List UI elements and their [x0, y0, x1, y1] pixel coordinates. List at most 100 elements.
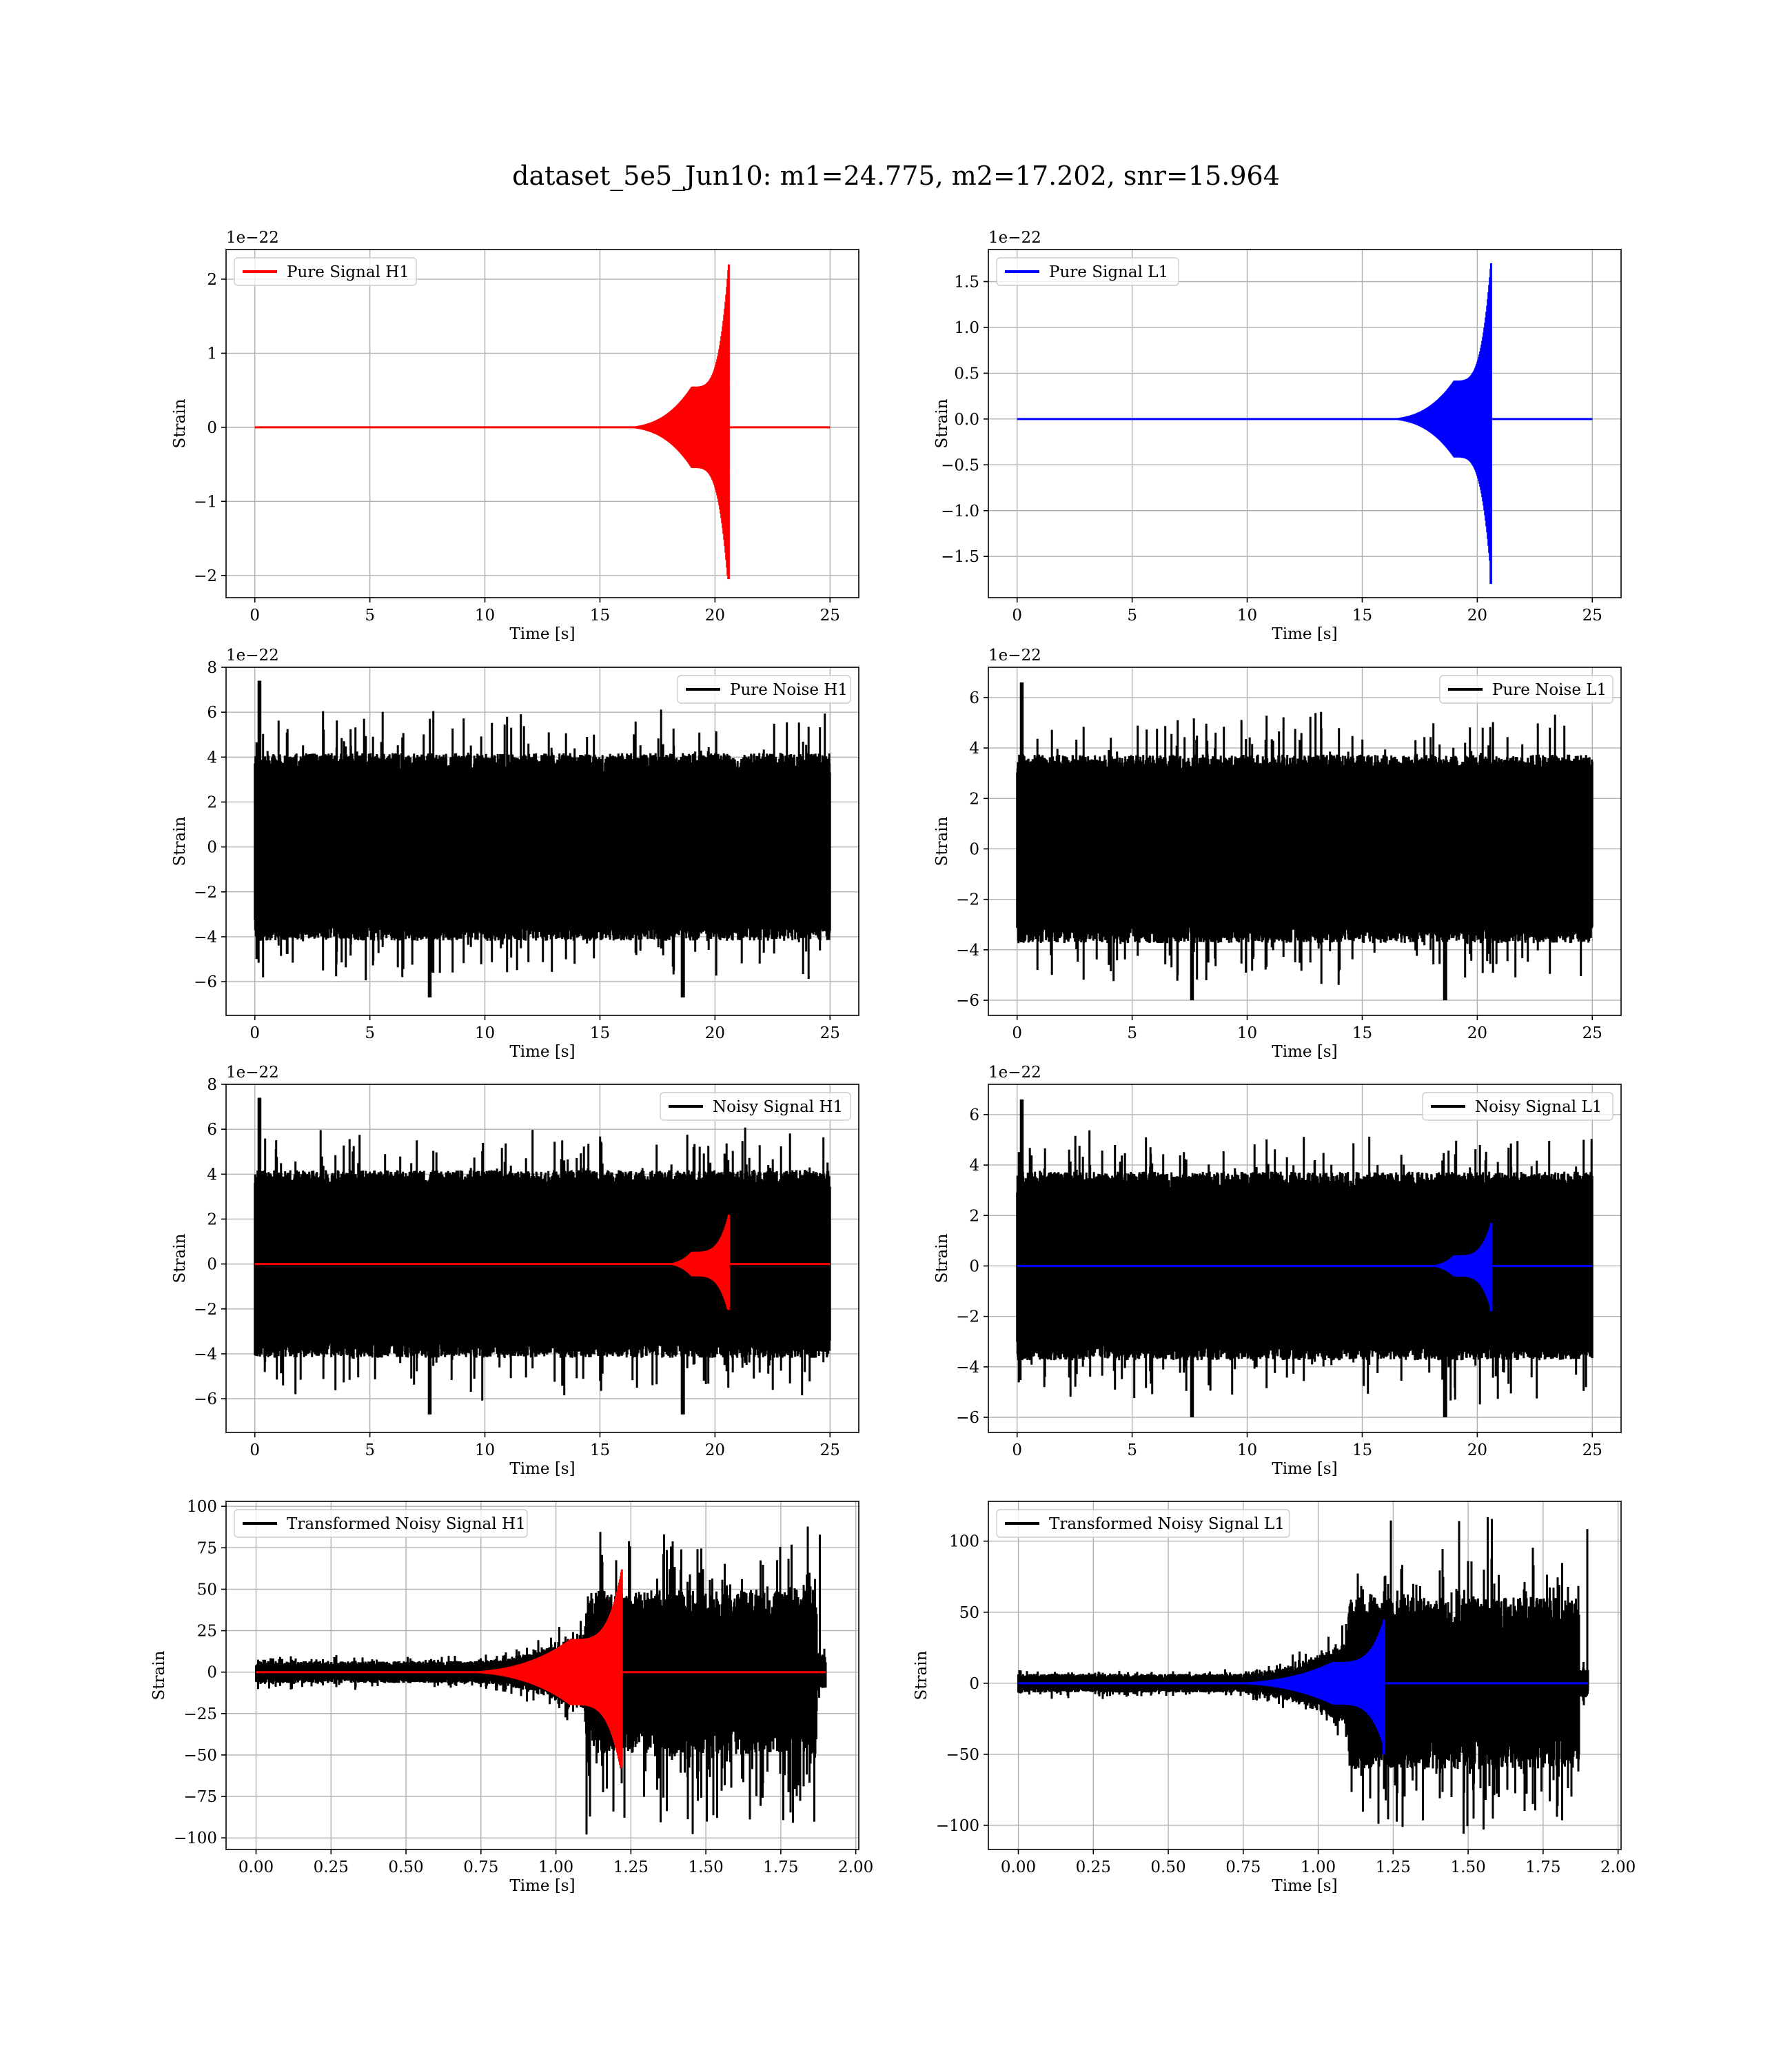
legend: Pure Noise L1 [1439, 675, 1613, 704]
x-tick-label: 0 [250, 1441, 260, 1459]
y-tick-label: 8 [207, 1076, 217, 1094]
subplot-row1-left: 0 5 10 15 20 25 −2 −1 0 1 2 Time [s] Strain 1e−22 Pure… [171, 229, 859, 643]
grid [226, 250, 859, 598]
series-chirp-1 [1017, 1223, 1593, 1312]
series-pure-signal-l1 [1017, 263, 1593, 585]
y-tick-label: 6 [969, 689, 979, 707]
y-tick-label: 2 [969, 790, 979, 808]
y-tick-label: 0.0 [954, 411, 979, 429]
axes-frame [988, 1084, 1622, 1433]
y-tick-label: −100 [936, 1817, 979, 1835]
x-tick-label: 1.25 [613, 1858, 649, 1876]
y-tick-label: 6 [969, 1106, 979, 1124]
x-tick-label: 1.00 [1301, 1858, 1336, 1876]
x-tick-label: 15 [590, 1024, 610, 1042]
axes-frame [225, 249, 859, 598]
subplot-row2-left: 0 5 10 15 20 25 −6 −4 −2 0 2 4 6 8 Time [s] Strain 1e−22… [171, 647, 859, 1061]
x-tick-label: 5 [1127, 1441, 1137, 1459]
y-offset-text: 1e−22 [226, 1064, 279, 1082]
series-pure-noise-l1 [1016, 682, 1594, 1000]
y-tick-label: 0 [969, 1675, 979, 1693]
legend-box [1439, 675, 1613, 704]
legend: Noisy Signal L1 [1422, 1092, 1613, 1121]
plot-area [1017, 263, 1593, 585]
x-tick-label: 0.50 [388, 1858, 423, 1876]
subplot-row3-right: 0 5 10 15 20 25 −6 −4 −2 0 2 4 6 Time [s] Strain 1e−22 N… [933, 1064, 1622, 1478]
y-tick-label: −1.5 [941, 548, 979, 566]
y-tick-label: 0.5 [954, 365, 979, 383]
plot-area [1016, 682, 1594, 1000]
legend: Pure Signal L1 [996, 257, 1179, 286]
y-tick-label: −4 [194, 929, 217, 946]
y-tick-label: 0 [207, 419, 217, 437]
x-tick-label: 10 [475, 1441, 495, 1459]
x-tick-label: 0.75 [463, 1858, 498, 1876]
x-tick-label: 10 [1237, 607, 1257, 625]
y-tick-label: 75 [197, 1539, 217, 1557]
grid [988, 250, 1621, 598]
y-tick-label: 1.0 [954, 319, 979, 337]
y-axis-label: Strain [933, 816, 951, 866]
x-tick-label: 10 [475, 1024, 495, 1042]
x-tick-label: 20 [705, 607, 725, 625]
y-tick-label: −6 [194, 973, 217, 991]
x-tick-label: 15 [590, 607, 610, 625]
series-pure-noise-h1 [254, 680, 831, 997]
legend-box [996, 1509, 1290, 1538]
x-tick-label: 2.00 [838, 1858, 873, 1876]
y-axis-label: Strain [933, 398, 951, 448]
y-tick-label: −1.0 [941, 503, 979, 520]
subplot-row4-left: 0.00 0.25 0.50 0.75 1.00 1.25 1.50 1.75 2.00 −100… [150, 1498, 873, 1895]
legend: Pure Signal H1 [234, 257, 417, 286]
plot-area [1016, 1099, 1594, 1417]
x-tick-label: 25 [820, 1441, 840, 1459]
y-tick-label: 0 [207, 1256, 217, 1274]
legend-label: Transformed Noisy Signal L1 [1049, 1515, 1285, 1533]
x-tick-label: 15 [1352, 607, 1372, 625]
y-tick-label: 100 [949, 1533, 979, 1551]
y-tick-label: 1 [207, 345, 217, 363]
x-tick-label: 1.00 [538, 1858, 573, 1876]
x-axis-label: Time [s] [1272, 1877, 1337, 1895]
x-tick-label: 10 [1237, 1024, 1257, 1042]
x-tick-label: 2.00 [1600, 1858, 1636, 1876]
y-axis-label: Strain [171, 816, 189, 866]
x-tick-label: 0 [250, 1024, 260, 1042]
x-tick-label: 15 [1352, 1024, 1372, 1042]
legend-label: Pure Signal L1 [1049, 263, 1168, 281]
legend-box [234, 1509, 528, 1538]
plot-area [254, 1097, 831, 1415]
y-axis-label: Strain [171, 398, 189, 448]
y-tick-label: −50 [183, 1747, 217, 1765]
y-offset-text: 1e−22 [988, 1064, 1041, 1082]
y-tick-label: 0 [207, 1664, 217, 1682]
series-noisy-signal-h1 [254, 1097, 831, 1415]
y-tick-label: −2 [194, 884, 217, 902]
x-tick-label: 25 [1582, 607, 1602, 625]
x-tick-label: 15 [1352, 1441, 1372, 1459]
y-tick-label: −6 [194, 1390, 217, 1408]
y-tick-label: 2 [207, 793, 217, 811]
legend-box [996, 257, 1179, 286]
x-tick-label: 0 [1012, 1441, 1022, 1459]
y-tick-label: −50 [946, 1746, 979, 1764]
x-tick-label: 5 [1127, 1024, 1137, 1042]
x-axis-label: Time [s] [1272, 1043, 1337, 1061]
y-tick-label: 8 [207, 659, 217, 677]
subplot-row2-right: 0 5 10 15 20 25 −6 −4 −2 0 2 4 6 Time [s] Strain 1e−22 P… [933, 647, 1622, 1061]
y-tick-label: −25 [183, 1705, 217, 1723]
axes-frame [988, 249, 1622, 598]
y-tick-label: 0 [207, 839, 217, 857]
legend-label: Pure Noise L1 [1492, 681, 1607, 699]
y-tick-label: −1 [194, 493, 217, 511]
axes-frame [988, 667, 1622, 1016]
x-tick-label: 25 [1582, 1441, 1602, 1459]
legend: Pure Noise H1 [677, 675, 851, 704]
y-offset-text: 1e−22 [988, 647, 1041, 665]
y-tick-label: −2 [956, 891, 979, 909]
y-tick-label: 2 [207, 271, 217, 289]
x-tick-label: 5 [365, 607, 375, 625]
x-tick-label: 25 [820, 1024, 840, 1042]
series-pure-signal-h1 [254, 264, 831, 580]
